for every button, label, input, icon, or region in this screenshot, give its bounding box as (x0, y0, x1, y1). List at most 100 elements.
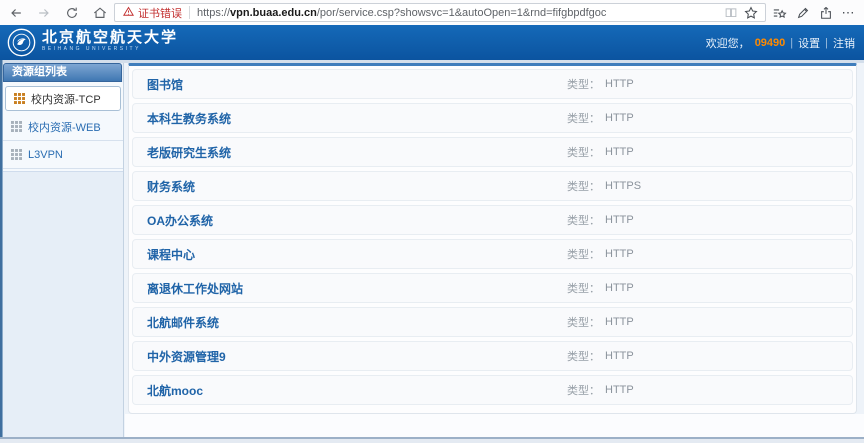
brand: 北京航空航天大学 BEIHANG UNIVERSITY (42, 29, 178, 53)
address-bar[interactable]: 证书错误 https://vpn.buaa.edu.cn/por/service… (114, 3, 766, 22)
resource-link[interactable]: 北航mooc (147, 383, 204, 398)
sidebar-item-3[interactable]: L3VPN (3, 141, 123, 169)
url-text[interactable]: https://vpn.buaa.edu.cn/por/service.csp?… (197, 6, 607, 19)
resource-type: 类型： HTTP (567, 240, 634, 268)
resource-link[interactable]: 中外资源管理9 (147, 349, 226, 364)
back-button[interactable] (6, 3, 26, 22)
resource-group-icon (11, 149, 22, 160)
star-icon (744, 5, 758, 20)
resource-group-panel-title: 资源组列表 (3, 63, 122, 82)
resource-row: 北航邮件系统 类型： HTTP (132, 307, 853, 337)
type-value: HTTP (605, 248, 634, 260)
resource-link[interactable]: 离退休工作处网站 (147, 281, 244, 296)
resource-link[interactable]: OA办公系统 (147, 213, 214, 228)
logout-link[interactable]: 注销 (833, 37, 855, 50)
favorites-hub-button[interactable] (768, 3, 791, 22)
university-name-cn: 北京航空航天大学 (42, 29, 179, 46)
type-label: 类型： (567, 317, 600, 329)
type-label: 类型： (567, 215, 600, 227)
pen-icon (796, 6, 810, 20)
type-label: 类型： (567, 385, 600, 397)
type-value: HTTP (605, 350, 634, 362)
sidebar-item-label: L3VPN (28, 148, 63, 161)
certificate-error-label: 证书错误 (138, 7, 182, 20)
university-name-en: BEIHANG UNIVERSITY (42, 46, 141, 52)
username: 09490 (754, 36, 786, 49)
resource-link[interactable]: 财务系统 (147, 179, 196, 194)
type-label: 类型： (567, 181, 600, 193)
sidebar-item-2[interactable]: 校内资源-WEB (3, 113, 123, 141)
resource-type: 类型： HTTP (567, 274, 634, 302)
sidebar-item-1[interactable]: 校内资源-TCP (5, 86, 121, 111)
type-value: HTTP (605, 316, 634, 328)
type-label: 类型： (567, 249, 600, 261)
page-left-border (0, 60, 2, 437)
resource-type: 类型： HTTP (567, 342, 634, 370)
menu-separator: | (790, 36, 794, 49)
type-value: HTTPS (605, 180, 642, 192)
favorites-hub-icon (772, 6, 787, 20)
resource-row: 课程中心 类型： HTTP (132, 239, 853, 269)
back-icon (9, 6, 23, 20)
reading-view-icon (724, 6, 738, 19)
more-icon: ⋯ (841, 4, 856, 20)
share-icon (819, 6, 833, 20)
resource-type: 类型： HTTP (567, 206, 634, 234)
resource-link[interactable]: 北航邮件系统 (147, 315, 220, 330)
favorite-button[interactable] (741, 4, 761, 21)
warning-icon (122, 6, 135, 20)
page-bottom-divider (0, 437, 864, 439)
type-value: HTTP (605, 384, 634, 396)
type-value: HTTP (605, 112, 634, 124)
resource-link[interactable]: 图书馆 (147, 77, 184, 92)
sidebar-item-label: 校内资源-TCP (31, 93, 101, 106)
user-menu: 欢迎您， 09490 | 设置 | 注销 (706, 25, 855, 60)
type-value: HTTP (605, 146, 634, 158)
home-icon (93, 6, 107, 20)
resource-type: 类型： HTTP (567, 376, 634, 404)
menu-separator: | (825, 36, 828, 49)
resource-group-panel: 资源组列表 校内资源-TCP 校内资源-WEB L3VPN (3, 63, 124, 437)
home-button[interactable] (90, 3, 110, 22)
content-footer-area (125, 414, 864, 437)
type-label: 类型： (567, 113, 600, 125)
share-button[interactable] (814, 3, 837, 22)
resource-row: 财务系统 类型： HTTPS (132, 171, 853, 201)
resource-group-icon (14, 93, 25, 104)
forward-button[interactable] (34, 3, 54, 22)
refresh-icon (65, 6, 79, 20)
sidebar-item-label: 校内资源-WEB (28, 121, 101, 134)
address-divider (189, 6, 190, 19)
resource-row: 中外资源管理9 类型： HTTP (132, 341, 853, 371)
resource-group-icon (11, 121, 22, 132)
reading-view-button[interactable] (721, 4, 741, 21)
resource-list: 图书馆 类型： HTTP 本科生教务系统 类型： HTTP 老版研究生系统 类型： HTTP 财务… (129, 69, 856, 405)
resource-row: 老版研究生系统 类型： HTTP (132, 137, 853, 167)
resource-type: 类型： HTTP (567, 138, 634, 166)
resource-type: 类型： HTTP (567, 70, 634, 98)
resource-type: 类型： HTTP (567, 308, 634, 336)
settings-link[interactable]: 设置 (798, 37, 821, 50)
page-body: 资源组列表 校内资源-TCP 校内资源-WEB L3VPN 图书馆 类型： HTTP 本科… (0, 60, 864, 443)
resource-link[interactable]: 课程中心 (147, 247, 196, 262)
resource-type: 类型： HTTPS (567, 172, 641, 200)
resource-row: 北航mooc 类型： HTTP (132, 375, 853, 405)
type-label: 类型： (567, 147, 600, 159)
page-top-divider (0, 60, 864, 63)
browser-toolbar: 证书错误 https://vpn.buaa.edu.cn/por/service… (0, 0, 864, 25)
page-left-border-highlight (2, 60, 3, 437)
type-value: HTTP (605, 78, 634, 90)
certificate-error-badge[interactable]: 证书错误 (115, 5, 182, 21)
resource-row: OA办公系统 类型： HTTP (132, 205, 853, 235)
resource-row: 本科生教务系统 类型： HTTP (132, 103, 853, 133)
type-label: 类型： (567, 283, 600, 295)
resource-link[interactable]: 本科生教务系统 (147, 111, 232, 126)
welcome-text: 欢迎您， (705, 37, 750, 50)
forward-icon (37, 6, 51, 20)
more-button[interactable]: ⋯ (837, 3, 860, 22)
url-domain: vpn.buaa.edu.cn (230, 6, 317, 19)
university-logo-icon (7, 28, 36, 57)
web-note-button[interactable] (791, 3, 814, 22)
resource-link[interactable]: 老版研究生系统 (147, 145, 232, 160)
refresh-button[interactable] (62, 3, 82, 22)
